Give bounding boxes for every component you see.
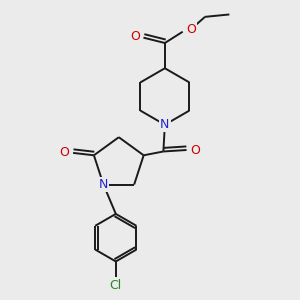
Text: N: N	[99, 178, 108, 191]
Text: Cl: Cl	[110, 279, 122, 292]
Text: O: O	[130, 30, 140, 43]
Text: O: O	[59, 146, 69, 158]
Text: O: O	[190, 143, 200, 157]
Text: N: N	[160, 118, 170, 131]
Text: O: O	[186, 23, 196, 36]
